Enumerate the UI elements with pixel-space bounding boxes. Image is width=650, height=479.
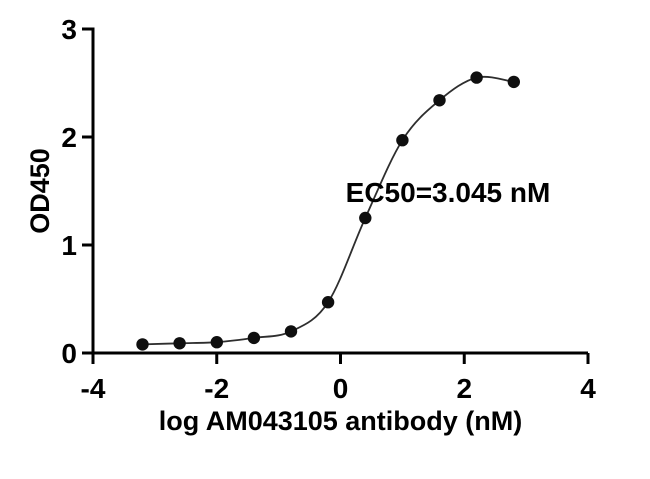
x-tick-label: -4 xyxy=(81,373,106,404)
y-axis-title: OD450 xyxy=(25,148,55,234)
data-point xyxy=(470,71,483,84)
data-point xyxy=(507,75,520,89)
data-point xyxy=(284,325,298,338)
y-tick-label: 1 xyxy=(61,230,77,261)
ec50-annotation: EC50=3.045 nM xyxy=(345,177,551,208)
data-point xyxy=(321,296,335,309)
x-axis-title: log AM043105 antibody (nM) xyxy=(158,406,523,436)
data-point xyxy=(433,94,446,107)
data-point xyxy=(247,331,261,345)
fit-curve xyxy=(142,75,514,346)
x-tick-label: -2 xyxy=(204,373,229,404)
x-tick-label: 4 xyxy=(580,373,596,404)
data-point xyxy=(136,338,149,351)
data-point xyxy=(173,337,186,350)
data-point xyxy=(210,336,223,349)
y-tick-label: 2 xyxy=(61,122,77,153)
data-point xyxy=(359,211,372,225)
y-tick-label: 0 xyxy=(61,338,77,369)
data-point xyxy=(396,134,409,147)
y-tick-label: 3 xyxy=(61,14,77,45)
x-tick-label: 2 xyxy=(456,373,472,404)
x-tick-label: 0 xyxy=(333,373,349,404)
